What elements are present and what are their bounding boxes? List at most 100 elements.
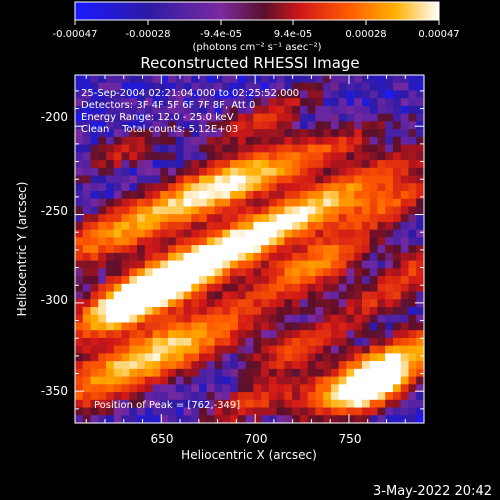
heatmap-cell (75, 129, 84, 138)
heatmap-cell (183, 237, 192, 246)
heatmap-cell (315, 299, 324, 308)
heatmap-cell (191, 415, 200, 424)
heatmap-cell (292, 345, 301, 354)
heatmap-cell (152, 384, 161, 393)
heatmap-cell (152, 407, 161, 416)
heatmap-cell (261, 121, 270, 130)
heatmap-cell (82, 345, 92, 354)
heatmap-cell (253, 144, 262, 153)
heatmap-cell (385, 307, 394, 316)
heatmap-cell (137, 245, 146, 254)
heatmap-cell (75, 283, 84, 293)
heatmap-cell (106, 361, 115, 370)
heatmap-cell (129, 229, 138, 238)
heatmap-cell (168, 399, 177, 409)
heatmap-cell (222, 229, 231, 238)
heatmap-cell (144, 361, 154, 370)
heatmap-cell (268, 160, 278, 169)
heatmap-cell (206, 337, 216, 347)
heatmap-cell (276, 376, 285, 385)
heatmap-cell (276, 299, 285, 308)
heatmap-cell (121, 407, 130, 416)
heatmap-cell (284, 198, 293, 208)
heatmap-cell (392, 283, 402, 293)
heatmap-cell (129, 183, 138, 192)
heatmap-cell (400, 407, 410, 416)
heatmap-cell (144, 105, 154, 115)
heatmap-cell (183, 206, 192, 215)
heatmap-cell (408, 307, 417, 316)
heatmap-cell (237, 415, 247, 424)
heatmap-cell (129, 399, 138, 409)
heatmap-cell (299, 291, 309, 300)
heatmap-cell (354, 160, 363, 169)
heatmap-cell (144, 191, 154, 200)
heatmap-cell (361, 214, 371, 223)
heatmap-cell (152, 361, 161, 370)
heatmap-cell (346, 330, 355, 339)
heatmap-cell (175, 337, 185, 347)
heatmap-cell (222, 198, 231, 208)
heatmap-cell (129, 361, 138, 370)
heatmap-cell (392, 415, 402, 424)
heatmap-cell (346, 345, 355, 354)
heatmap-cell (408, 90, 417, 99)
heatmap-cell (284, 129, 293, 138)
heatmap-cell (206, 75, 216, 84)
heatmap-cell (369, 392, 379, 401)
heatmap-cell (307, 330, 317, 339)
heatmap-cell (354, 214, 363, 223)
heatmap-cell (129, 121, 138, 130)
heatmap-cell (160, 314, 169, 324)
heatmap-cell (98, 144, 107, 153)
heatmap-cell (144, 82, 154, 92)
heatmap-cell (160, 75, 169, 84)
heatmap-cell (346, 206, 355, 215)
heatmap-cell (144, 229, 154, 238)
heatmap-cell (307, 105, 317, 115)
heatmap-cell (230, 152, 239, 161)
heatmap-cell (191, 105, 200, 115)
heatmap-cell (90, 407, 99, 416)
heatmap-cell (98, 392, 107, 401)
heatmap-cell (369, 353, 379, 362)
heatmap-cell (323, 283, 332, 293)
heatmap-cell (152, 399, 161, 409)
heatmap-cell (361, 376, 371, 385)
heatmap-cell (168, 361, 177, 370)
heatmap-cell (206, 136, 216, 146)
heatmap-cell (82, 191, 92, 200)
heatmap-cell (315, 198, 324, 208)
heatmap-cell (261, 191, 270, 200)
heatmap-cell (276, 214, 285, 223)
heatmap-cell (377, 268, 386, 277)
heatmap-cell (183, 75, 192, 84)
heatmap-cell (315, 345, 324, 354)
heatmap-cell (354, 260, 363, 269)
heatmap-cell (175, 384, 185, 393)
heatmap-cell (237, 129, 247, 138)
heatmap-cell (168, 121, 177, 130)
heatmap-cell (191, 268, 200, 277)
heatmap-cell (369, 268, 379, 277)
heatmap-cell (253, 82, 262, 92)
heatmap-cell (416, 183, 425, 192)
heatmap-cell (315, 322, 324, 331)
heatmap-cell (75, 260, 84, 269)
heatmap-cell (261, 152, 270, 161)
heatmap-cell (168, 152, 177, 161)
heatmap-cell (152, 160, 161, 169)
heatmap-cell (237, 291, 247, 300)
heatmap-cell (175, 361, 185, 370)
heatmap-cell (144, 260, 154, 269)
heatmap-cell (121, 376, 130, 385)
heatmap-cell (144, 221, 154, 231)
heatmap-cell (338, 415, 348, 424)
heatmap-cell (361, 291, 371, 300)
heatmap-cell (377, 75, 386, 84)
heatmap-cell (361, 299, 371, 308)
heatmap-cell (98, 183, 107, 192)
heatmap-cell (323, 361, 332, 370)
heatmap-cell (346, 160, 355, 169)
heatmap-cell (268, 384, 278, 393)
